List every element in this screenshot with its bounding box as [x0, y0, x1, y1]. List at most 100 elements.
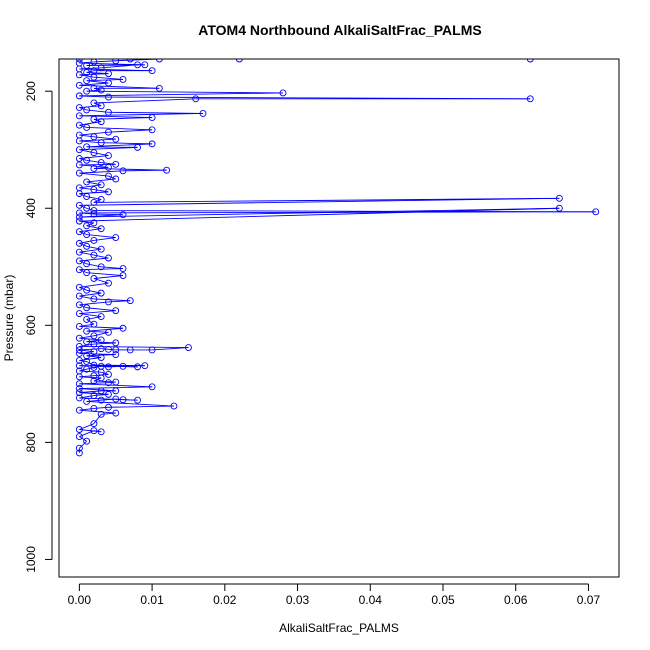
series-segment [101, 142, 153, 145]
data-point [105, 254, 112, 262]
data-point [83, 231, 91, 239]
data-point [155, 84, 163, 92]
data-point [75, 184, 83, 192]
data-point [112, 378, 120, 386]
data-point [75, 121, 83, 129]
series-segment [93, 237, 116, 241]
data-point [112, 135, 120, 143]
data-point [90, 404, 98, 412]
data-point [97, 118, 105, 126]
data-point [90, 84, 98, 92]
data-point [105, 93, 112, 101]
data-point [148, 67, 156, 75]
data-point [105, 279, 112, 287]
data-point [192, 95, 200, 103]
series-segment [79, 228, 102, 233]
data-point [105, 390, 112, 398]
series-segment [79, 251, 94, 256]
series-segment [93, 60, 116, 63]
series-segment [79, 67, 102, 70]
series-segment [101, 162, 116, 165]
data-point [112, 409, 120, 417]
series-segment [108, 129, 153, 133]
data-point [90, 332, 98, 340]
x-tick-label: 0.02 [213, 593, 237, 607]
series-segment [86, 307, 116, 312]
series-segment [79, 107, 87, 111]
data-point [592, 208, 600, 216]
data-point [75, 433, 83, 440]
data-point [97, 345, 105, 353]
data-point [75, 104, 83, 112]
data-point [75, 248, 83, 256]
data-point [90, 133, 98, 141]
y-tick-label: 400 [24, 198, 38, 218]
data-point [97, 263, 105, 271]
data-point [75, 349, 83, 357]
series-segment [79, 134, 94, 138]
series-segment [86, 196, 102, 200]
data-point [83, 156, 91, 164]
data-point [75, 449, 83, 457]
series-segment [108, 96, 531, 100]
series-segment [79, 310, 116, 315]
data-point [148, 383, 156, 391]
series-segment [79, 260, 87, 265]
series-segment [93, 98, 196, 104]
data-point [119, 167, 127, 175]
series-segment [93, 102, 102, 107]
data-point [75, 367, 83, 375]
data-point [126, 59, 134, 63]
series-segment [79, 105, 102, 109]
data-point [105, 379, 112, 387]
data-point [119, 211, 127, 219]
data-point [170, 402, 178, 410]
series-segment [79, 282, 109, 288]
x-tick-label: 0.06 [504, 593, 528, 607]
data-point [83, 327, 91, 335]
data-point [134, 396, 141, 404]
data-point [90, 210, 98, 218]
series-segment [93, 189, 109, 193]
data-point [90, 186, 98, 193]
series-segment [86, 89, 102, 92]
data-point [75, 228, 83, 236]
series-segment [86, 399, 102, 402]
y-axis: 200 400 600 800 1000 [24, 81, 53, 573]
data-point [75, 59, 83, 67]
data-point [148, 140, 156, 148]
series-segment [93, 275, 124, 279]
series-layer [75, 59, 600, 457]
series-segment [79, 357, 102, 361]
data-point [97, 86, 105, 94]
data-point [75, 385, 83, 392]
series-segment [79, 304, 87, 309]
data-point [97, 159, 105, 167]
series-segment [79, 323, 94, 327]
x-axis: 0.00 0.01 0.02 0.03 0.04 0.05 0.06 0.07 [68, 583, 600, 607]
series-segment [79, 301, 109, 306]
data-point [105, 163, 112, 171]
data-point [75, 266, 83, 274]
data-point [83, 143, 91, 151]
data-point [141, 61, 149, 69]
series-segment [86, 289, 102, 294]
data-point [112, 175, 120, 183]
series-segment [93, 254, 109, 259]
series-segment [79, 376, 102, 379]
series-segment [86, 272, 124, 277]
series-segment [86, 159, 102, 164]
data-point [75, 92, 83, 100]
data-point [83, 69, 91, 76]
series-segment [86, 109, 109, 113]
series-segment [93, 136, 116, 140]
data-point [75, 356, 83, 364]
series-segment [79, 240, 94, 244]
data-point [83, 61, 91, 69]
series-segment [86, 263, 102, 268]
data-point [97, 387, 105, 395]
data-point [90, 392, 98, 400]
data-point [112, 351, 120, 359]
series-segment [79, 204, 87, 209]
data-point [75, 323, 83, 330]
